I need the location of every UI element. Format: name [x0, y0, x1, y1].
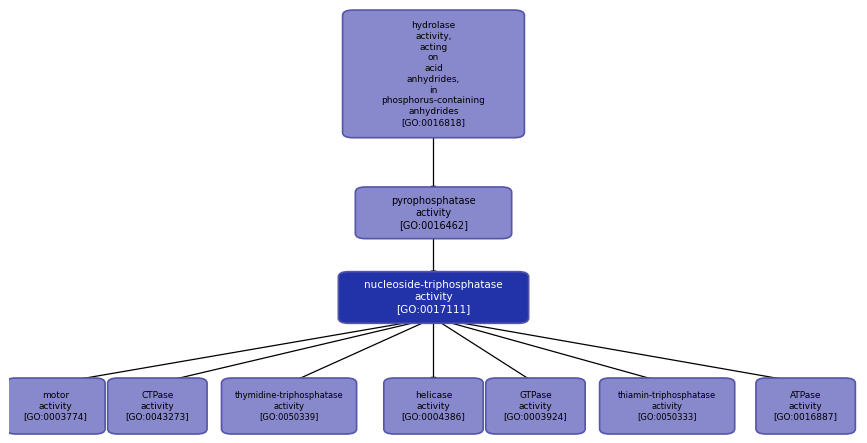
Text: thiamin-triphosphatase
activity
[GO:0050333]: thiamin-triphosphatase activity [GO:0050…: [618, 391, 716, 421]
Text: hydrolase
activity,
acting
on
acid
anhydrides,
in
phosphorus-containing
anhydrid: hydrolase activity, acting on acid anhyd…: [381, 21, 486, 127]
FancyBboxPatch shape: [486, 378, 585, 434]
Text: ATPase
activity
[GO:0016887]: ATPase activity [GO:0016887]: [773, 391, 838, 421]
FancyBboxPatch shape: [756, 378, 856, 434]
Text: GTPase
activity
[GO:0003924]: GTPase activity [GO:0003924]: [504, 391, 567, 421]
FancyBboxPatch shape: [108, 378, 207, 434]
Text: nucleoside-triphosphatase
activity
[GO:0017111]: nucleoside-triphosphatase activity [GO:0…: [364, 280, 503, 315]
FancyBboxPatch shape: [600, 378, 734, 434]
Text: helicase
activity
[GO:0004386]: helicase activity [GO:0004386]: [401, 391, 466, 421]
FancyBboxPatch shape: [384, 378, 483, 434]
Text: pyrophosphatase
activity
[GO:0016462]: pyrophosphatase activity [GO:0016462]: [391, 196, 476, 230]
FancyBboxPatch shape: [6, 378, 105, 434]
FancyBboxPatch shape: [338, 272, 529, 323]
Text: thymidine-triphosphatase
activity
[GO:0050339]: thymidine-triphosphatase activity [GO:00…: [235, 391, 343, 421]
FancyBboxPatch shape: [355, 187, 512, 239]
FancyBboxPatch shape: [221, 378, 356, 434]
Text: motor
activity
[GO:0003774]: motor activity [GO:0003774]: [23, 391, 88, 421]
FancyBboxPatch shape: [342, 10, 525, 138]
Text: CTPase
activity
[GO:0043273]: CTPase activity [GO:0043273]: [126, 391, 189, 421]
